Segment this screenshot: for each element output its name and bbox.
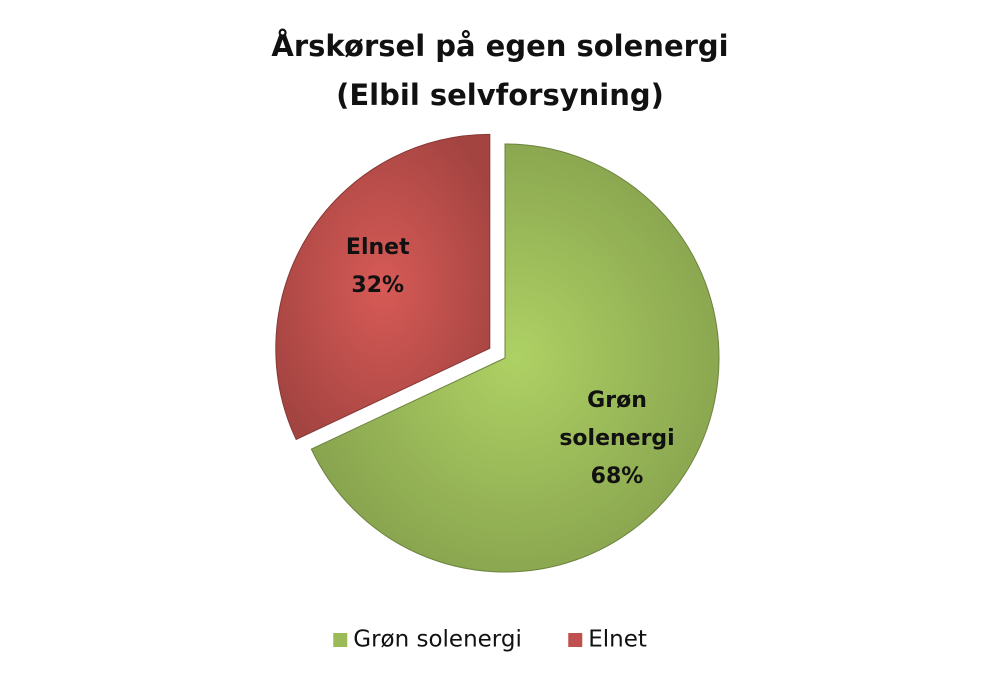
legend-label: Grøn solenergi <box>353 627 522 653</box>
chart-title: Årskørsel på egen solenergi <box>271 29 728 63</box>
data-label-value: 32% <box>351 273 405 299</box>
data-label: Elnet 32% <box>303 229 453 305</box>
legend-swatch <box>333 633 348 647</box>
legend-label: Elnet <box>588 627 647 653</box>
chart-subtitle: (Elbil selvforsyning) <box>336 78 664 112</box>
pie-slice <box>275 133 491 441</box>
pie-slice <box>310 143 720 573</box>
data-label-value: 68% <box>590 464 644 490</box>
data-label-category: Elnet <box>345 235 410 261</box>
data-label: Grøn solenergi 68% <box>542 382 692 496</box>
legend-swatch <box>568 633 583 647</box>
data-label-category: Grøn solenergi <box>559 388 675 452</box>
